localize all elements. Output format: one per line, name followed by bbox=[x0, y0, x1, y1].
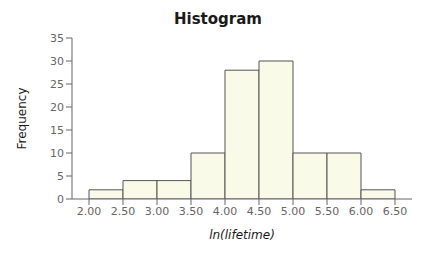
svg-text:20: 20 bbox=[50, 101, 64, 114]
svg-text:10: 10 bbox=[50, 147, 64, 160]
svg-text:4.00: 4.00 bbox=[213, 205, 238, 218]
svg-text:3.00: 3.00 bbox=[145, 205, 170, 218]
svg-text:6.00: 6.00 bbox=[349, 205, 374, 218]
svg-text:ln(lifetime): ln(lifetime) bbox=[209, 228, 275, 242]
svg-text:15: 15 bbox=[50, 124, 64, 137]
html-text:Histogram: Histogram bbox=[174, 10, 262, 28]
svg-text:0: 0 bbox=[57, 193, 64, 206]
svg-text:2.00: 2.00 bbox=[77, 205, 102, 218]
svg-text:3.50: 3.50 bbox=[179, 205, 204, 218]
svg-text:2.50: 2.50 bbox=[111, 205, 136, 218]
svg-text:5.50: 5.50 bbox=[315, 205, 340, 218]
svg-text:4.50: 4.50 bbox=[247, 205, 272, 218]
svg-text:5: 5 bbox=[57, 170, 64, 183]
svg-text:35: 35 bbox=[50, 32, 64, 45]
svg-text:6.50: 6.50 bbox=[383, 205, 408, 218]
svg-text:Frequency: Frequency bbox=[15, 88, 29, 150]
svg-text:25: 25 bbox=[50, 78, 64, 91]
svg-text:5.00: 5.00 bbox=[281, 205, 306, 218]
svg-text:30: 30 bbox=[50, 55, 64, 68]
